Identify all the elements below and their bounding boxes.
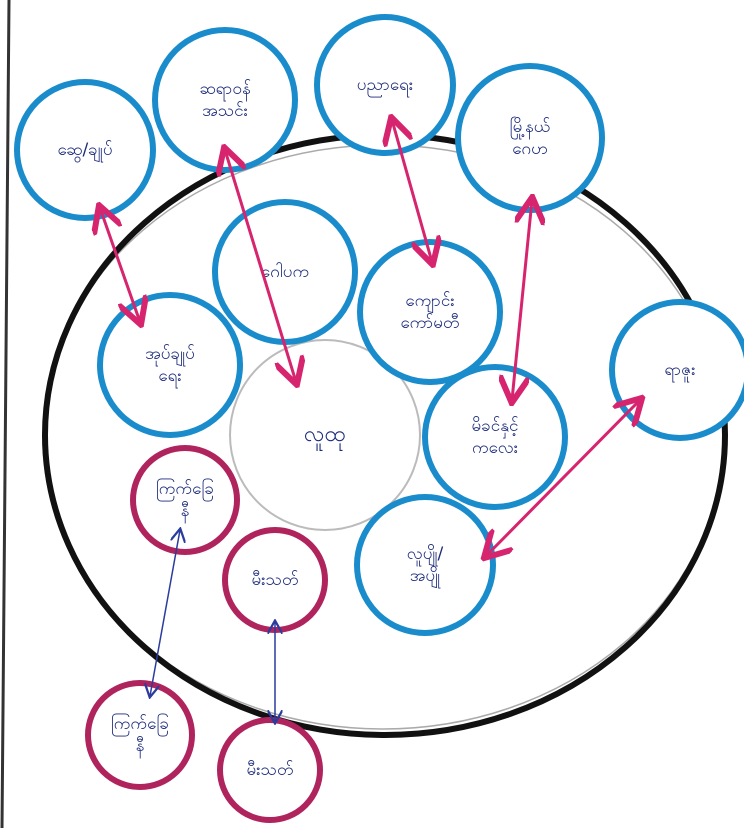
node-circle	[152, 27, 298, 173]
node-label-line: အုပ်ချုပ်	[145, 344, 195, 367]
arrows	[100, 120, 640, 722]
node-label: မြို့နယ်ဂေဟ	[510, 115, 551, 159]
node-label-line: ဆရာဝန်	[199, 79, 251, 102]
node-label-line: အသင်း	[202, 101, 248, 121]
node-label-line: ကြက်ခြေ	[111, 712, 169, 737]
node-label-line: ဂေဟ	[512, 139, 548, 159]
node-label-line: အပျို	[410, 566, 442, 589]
node-circle	[130, 445, 240, 555]
node-label: မီးသတ်	[246, 760, 293, 780]
node-label: ဂေါပက	[261, 261, 309, 282]
center-label: လူထု	[304, 422, 346, 451]
node-label: ပညာရေး	[357, 75, 413, 98]
node-label-line: ကလေး	[472, 438, 518, 458]
node-label: မီးသတ်	[251, 570, 298, 590]
node-label-line: ကြက်ခြေ	[156, 477, 214, 502]
node-label-line: ကော်မတီ	[400, 313, 459, 333]
node-circle	[422, 364, 568, 510]
node-label: ဆွေ/ချုပ်	[57, 140, 112, 163]
node-circle	[85, 680, 195, 790]
node-label: ကြက်ခြေနီ	[111, 712, 169, 759]
arrow	[392, 120, 432, 262]
node-label-line: မြို့နယ်	[510, 115, 551, 140]
node-label: ဆရာဝန်အသင်း	[199, 79, 251, 121]
node-label: အုပ်ချုပ်ရေး	[145, 344, 195, 389]
arrow	[486, 400, 640, 556]
node-label: လူပျို/အပျို	[407, 544, 444, 589]
arrow	[512, 200, 532, 400]
node-circle	[354, 494, 496, 636]
node-label-line: မိခင်နှင့်	[472, 416, 519, 439]
node-label: ကျောင်းကော်မတီ	[400, 291, 459, 333]
arrow	[150, 530, 180, 696]
page-edge	[0, 0, 11, 828]
node-label-line: နီ	[136, 736, 145, 759]
node-label-line: နီ	[181, 501, 190, 524]
arrow	[100, 208, 140, 322]
node-circle	[97, 292, 243, 438]
node-circle	[455, 63, 605, 213]
node-label-line: ရေး	[158, 366, 181, 389]
node-circle	[357, 239, 503, 385]
node-label: ကြက်ခြေနီ	[156, 477, 214, 524]
node-label: ရာဇူး	[664, 360, 695, 383]
node-label-line: ကျောင်း	[405, 291, 454, 314]
node-label-line: လူပျို/	[407, 544, 444, 567]
arrow	[225, 150, 296, 382]
node-circle	[14, 79, 156, 221]
